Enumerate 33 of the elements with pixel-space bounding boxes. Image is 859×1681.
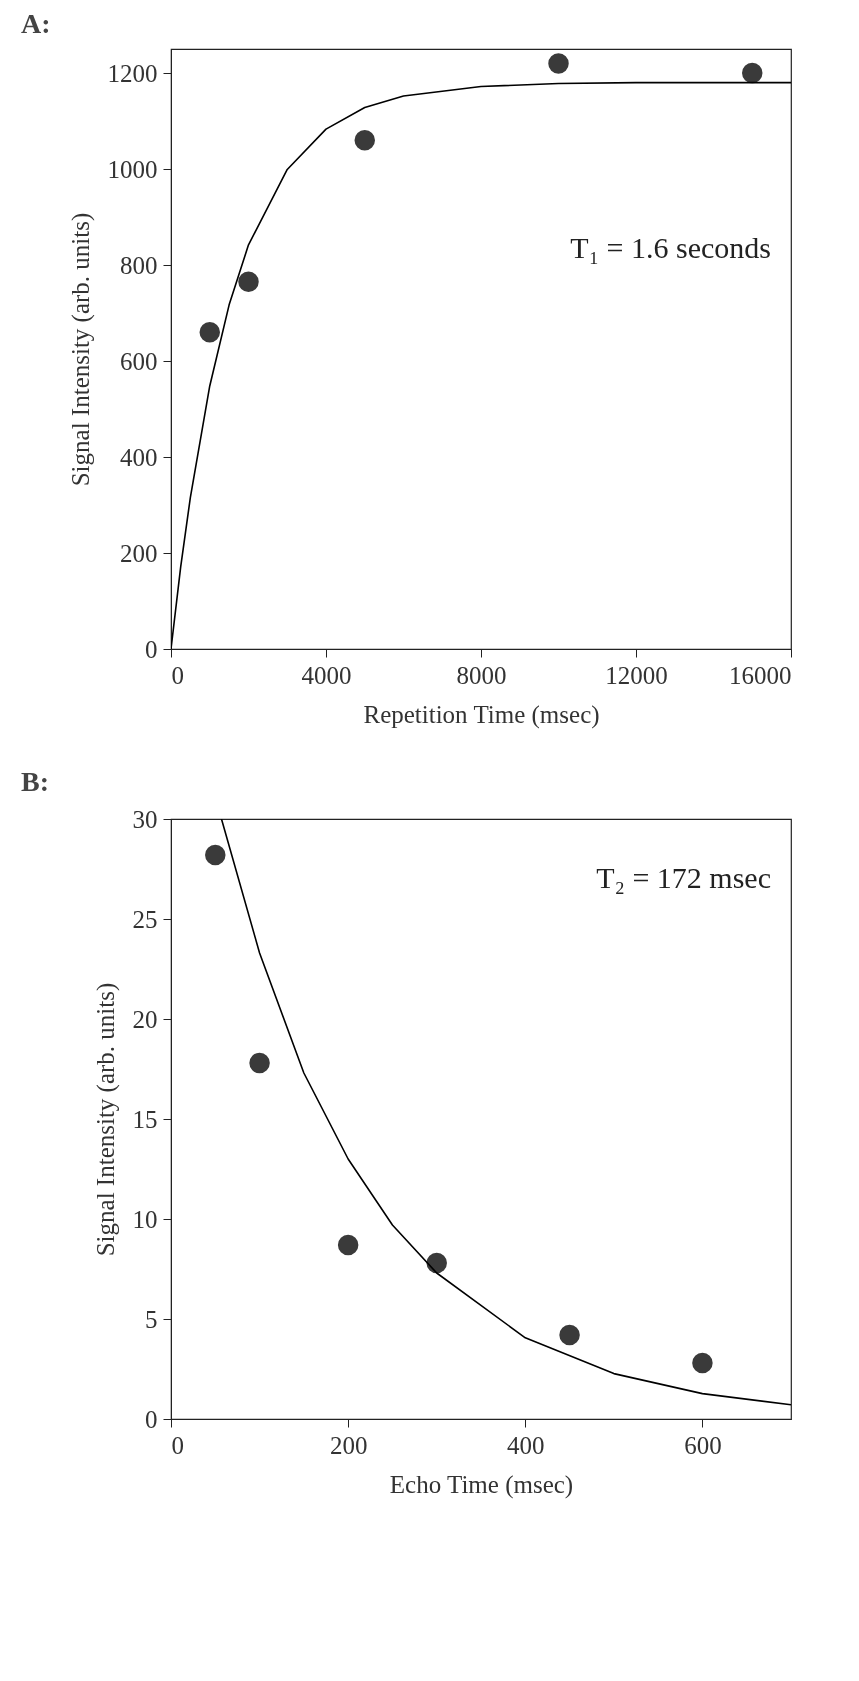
y-tick-label: 25 xyxy=(132,905,158,933)
y-tick-label: 0 xyxy=(145,1405,158,1433)
x-tick-label: 400 xyxy=(507,1431,545,1459)
y-axis-title: Signal Intensity (arb. units) xyxy=(66,212,95,487)
y-tick-label: 30 xyxy=(132,805,158,833)
y-tick-label: 1200 xyxy=(107,59,158,87)
x-tick-label: 4000 xyxy=(301,661,352,689)
x-tick-label: 16000 xyxy=(729,661,792,689)
y-tick-label: 5 xyxy=(145,1305,158,1333)
y-tick-label: 800 xyxy=(120,251,158,279)
y-tick-label: 10 xyxy=(132,1205,158,1233)
y-tick-label: 200 xyxy=(120,539,158,567)
y-tick-label: 600 xyxy=(120,347,158,375)
x-tick-label: 12000 xyxy=(605,661,668,689)
y-tick-label: 1000 xyxy=(107,155,158,183)
y-axis-title: Signal Intensity (arb. units) xyxy=(91,982,120,1257)
x-tick-label: 0 xyxy=(171,661,184,689)
x-tick-label: 8000 xyxy=(456,661,507,689)
x-tick-label: 0 xyxy=(171,1431,184,1459)
y-tick-label: 400 xyxy=(120,443,158,471)
annotation: T₂ = 172 msec xyxy=(596,861,771,894)
x-axis-title: Echo Time (msec) xyxy=(389,1470,574,1499)
line-series xyxy=(220,819,791,1406)
annotation: T₁ = 1.6 seconds xyxy=(570,231,771,264)
chart-title: A: xyxy=(21,8,51,39)
y-tick-label: 0 xyxy=(145,635,158,663)
x-tick-label: 600 xyxy=(684,1431,722,1459)
x-tick-label: 200 xyxy=(329,1431,368,1459)
x-axis-title: Repetition Time (msec) xyxy=(363,700,600,729)
chart-title: B: xyxy=(21,766,49,797)
y-tick-label: 20 xyxy=(132,1005,158,1033)
y-tick-label: 15 xyxy=(132,1105,158,1133)
line-series xyxy=(171,81,791,649)
